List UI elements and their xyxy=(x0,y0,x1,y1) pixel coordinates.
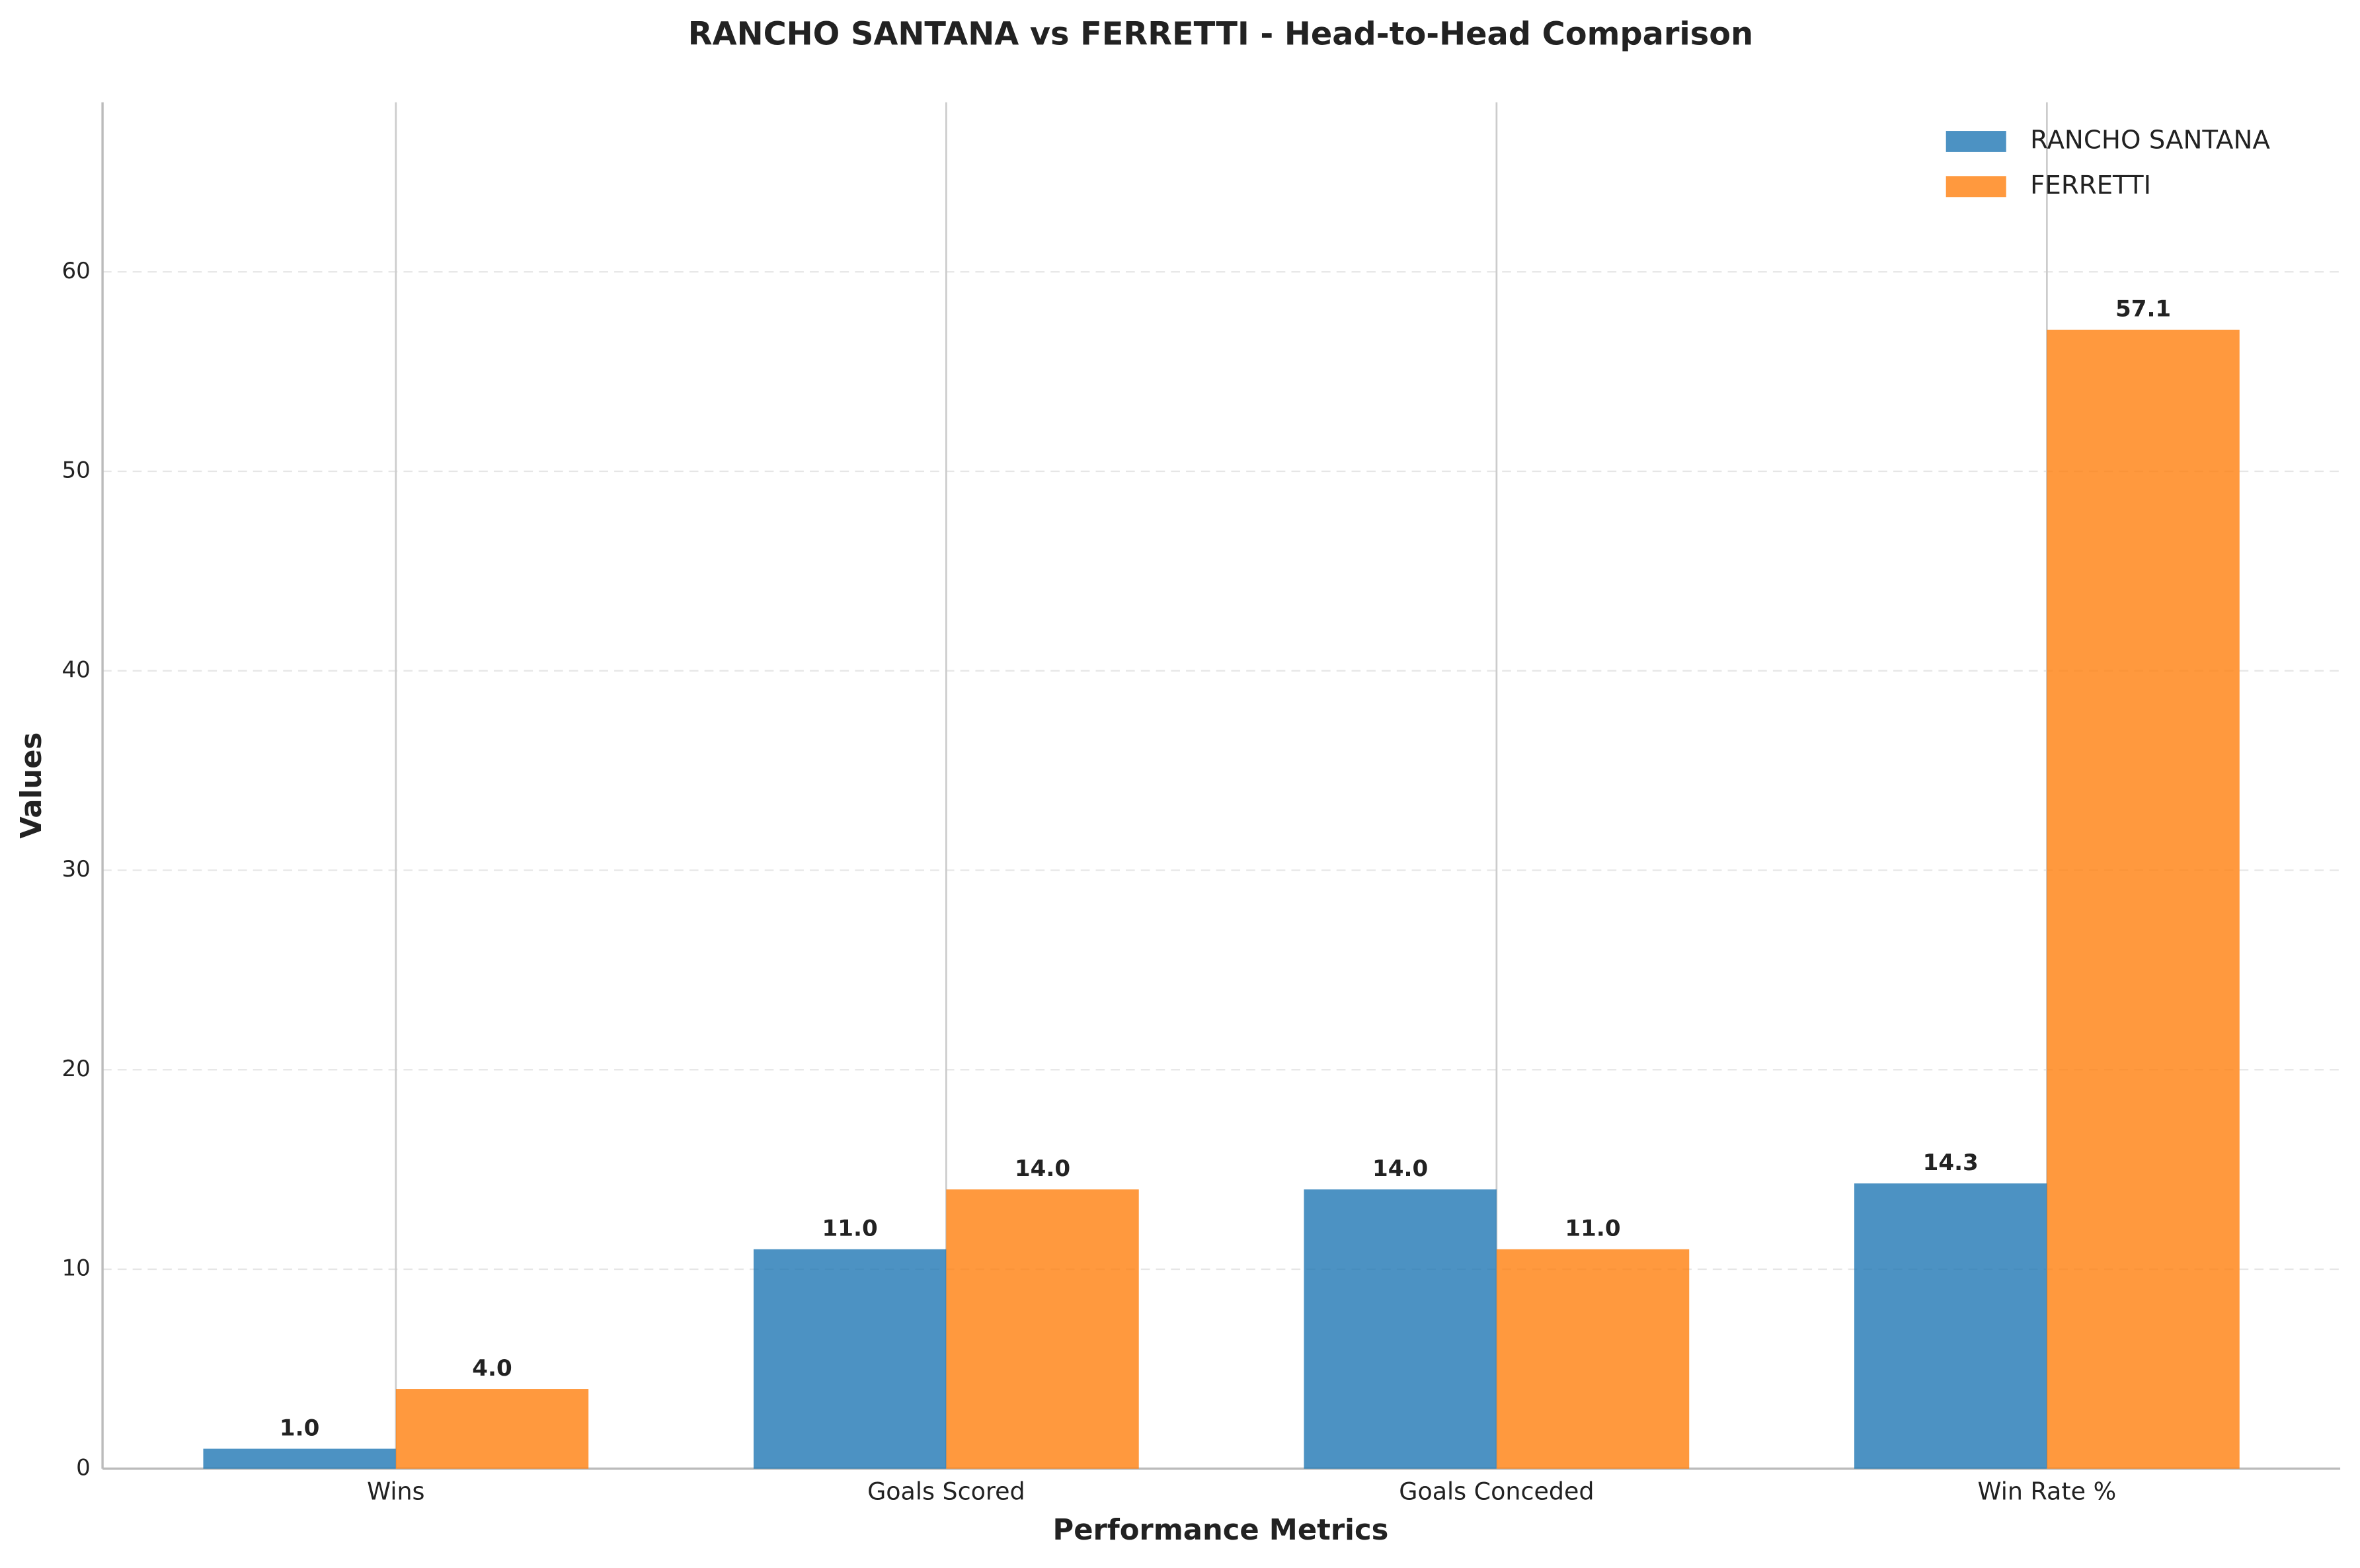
bar xyxy=(753,1249,947,1469)
value-label: 14.3 xyxy=(1923,1150,1979,1176)
value-label: 1.0 xyxy=(280,1415,319,1441)
bar xyxy=(1854,1183,2047,1469)
value-label: 4.0 xyxy=(472,1355,512,1382)
bar xyxy=(946,1189,1139,1469)
bar xyxy=(395,1389,589,1469)
bar xyxy=(1304,1189,1497,1469)
legend-label: FERRETTI xyxy=(2030,171,2151,200)
legend-swatch xyxy=(1946,176,2006,198)
y-tick-label: 60 xyxy=(61,258,90,284)
value-label: 57.1 xyxy=(2115,296,2171,323)
value-label: 11.0 xyxy=(822,1216,878,1242)
x-axis-label: Performance Metrics xyxy=(1053,1514,1389,1547)
legend-label: RANCHO SANTANA xyxy=(2030,125,2270,155)
y-tick-label: 50 xyxy=(61,457,90,484)
y-axis-label: Values xyxy=(15,732,48,839)
x-tick-label: Win Rate % xyxy=(1978,1477,2117,1506)
x-tick-label: Goals Conceded xyxy=(1399,1477,1594,1506)
y-tick-label: 30 xyxy=(61,856,90,882)
x-tick-label: Wins xyxy=(367,1477,424,1506)
y-tick-label: 20 xyxy=(61,1056,90,1082)
y-tick-label: 0 xyxy=(76,1454,91,1481)
value-label: 11.0 xyxy=(1565,1216,1620,1242)
y-tick-label: 10 xyxy=(61,1255,90,1282)
value-label: 14.0 xyxy=(1015,1156,1070,1182)
bar xyxy=(2047,329,2240,1469)
x-tick-label: Goals Scored xyxy=(867,1477,1025,1506)
y-tick-label: 40 xyxy=(61,656,90,683)
legend-swatch xyxy=(1946,131,2006,152)
chart-title: RANCHO SANTANA vs FERRETTI - Head-to-Hea… xyxy=(688,17,1753,53)
bar xyxy=(1496,1249,1690,1469)
value-label: 14.0 xyxy=(1372,1156,1428,1182)
bar xyxy=(203,1448,396,1469)
